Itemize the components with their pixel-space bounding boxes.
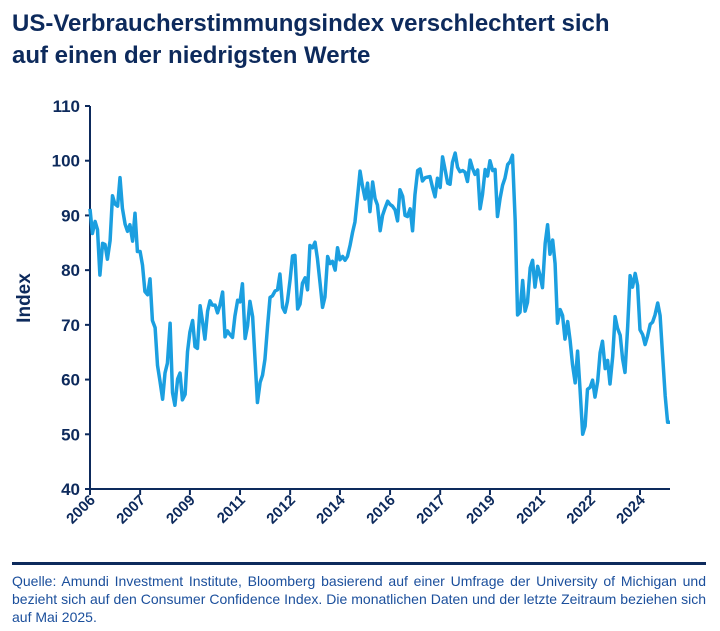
x-tick-label: 2019 bbox=[463, 492, 499, 528]
x-tick-label: 2017 bbox=[413, 492, 449, 528]
x-tick-label: 2011 bbox=[214, 492, 249, 527]
y-tick-label: 90 bbox=[61, 206, 80, 225]
divider bbox=[12, 562, 706, 565]
x-tick-label: 2022 bbox=[563, 492, 599, 528]
x-tick-label: 2009 bbox=[163, 492, 199, 528]
x-tick-label: 2014 bbox=[313, 491, 349, 527]
chart-title: US-Verbraucherstimmungsindex verschlecht… bbox=[12, 10, 610, 37]
y-tick-label: 50 bbox=[61, 425, 80, 444]
x-tick-label: 2021 bbox=[513, 492, 549, 528]
x-tick-label: 2024 bbox=[613, 491, 649, 527]
chart-title: auf einen der niedrigsten Werte bbox=[12, 42, 371, 69]
x-tick-label: 2016 bbox=[363, 492, 399, 528]
source-note: Quelle: Amundi Investment Institute, Blo… bbox=[12, 573, 706, 625]
data-line bbox=[88, 151, 670, 437]
y-axis-label: Index bbox=[14, 273, 35, 323]
x-tick-label: 2007 bbox=[113, 492, 149, 528]
y-tick-label: 80 bbox=[61, 261, 80, 280]
y-tick-label: 60 bbox=[61, 371, 80, 390]
y-tick-label: 110 bbox=[53, 97, 80, 116]
y-tick-label: 70 bbox=[61, 316, 80, 335]
y-tick-label: 40 bbox=[61, 480, 80, 499]
y-tick-label: 100 bbox=[52, 152, 80, 171]
x-tick-label: 2012 bbox=[263, 492, 299, 528]
